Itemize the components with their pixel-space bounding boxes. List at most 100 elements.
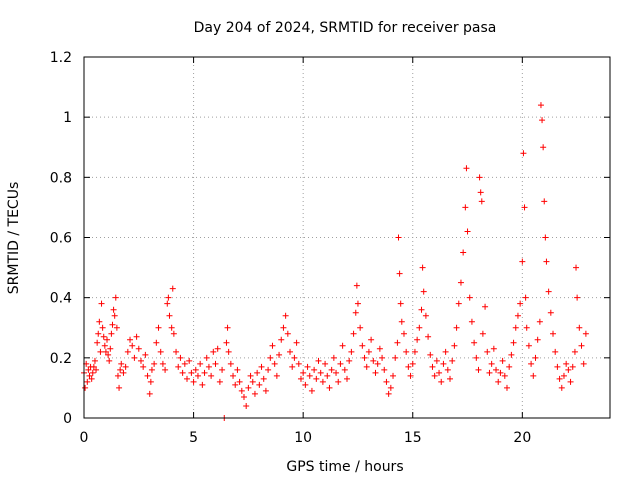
data-point [249,378,256,385]
data-point [361,354,368,361]
data-point [436,369,443,376]
x-tick-label: 5 [189,430,198,446]
data-point [383,378,390,385]
x-axis-label: GPS time / hours [286,459,403,475]
data-point [273,372,280,379]
data-point [313,375,320,382]
data-point [370,357,377,364]
data-point [372,369,379,376]
data-point [86,372,93,379]
data-point [245,384,252,391]
data-point [328,366,335,373]
data-point [542,234,549,241]
data-point [90,363,97,370]
data-point [547,309,554,316]
data-point [265,366,272,373]
data-point [230,372,237,379]
data-point [476,174,483,181]
data-point [124,348,131,355]
data-point [181,360,188,367]
data-point [324,372,331,379]
data-point [451,342,458,349]
data-point [131,354,138,361]
data-point [159,360,166,367]
data-point [291,354,298,361]
data-point [558,384,565,391]
data-point [499,357,506,364]
data-point [104,336,111,343]
data-point [199,381,206,388]
data-point [495,378,502,385]
data-point [528,360,535,367]
data-point [197,360,204,367]
data-point [440,360,447,367]
data-point [302,381,309,388]
data-point [541,198,548,205]
data-point [503,384,510,391]
data-point [315,357,322,364]
data-point [168,324,175,331]
data-point [300,369,307,376]
data-point [560,372,567,379]
data-point [508,351,515,358]
data-point [319,378,326,385]
data-point [540,144,547,151]
data-point [416,324,423,331]
data-point [106,357,113,364]
data-point [155,324,162,331]
data-point [573,264,580,271]
data-point [536,318,543,325]
x-tick-label: 20 [513,430,531,446]
data-point [99,324,106,331]
data-point [517,300,524,307]
data-point [157,348,164,355]
data-point [93,366,100,373]
data-point [418,306,425,313]
data-point [455,300,462,307]
data-point [493,366,500,373]
data-point [563,360,570,367]
data-point [287,348,294,355]
data-point [164,300,171,307]
data-point [341,366,348,373]
data-point [506,363,513,370]
data-point [571,348,578,355]
data-point [192,366,199,373]
data-point [94,339,101,346]
data-point [565,366,572,373]
data-point [251,390,258,397]
data-point [409,360,416,367]
data-point [395,234,402,241]
data-point [186,357,193,364]
data-point [210,348,217,355]
data-point [190,378,197,385]
data-point [105,351,112,358]
data-point [114,372,121,379]
data-point [234,366,241,373]
data-point [140,363,147,370]
data-point [144,372,151,379]
data-point [212,360,219,367]
data-point [525,342,532,349]
data-point [463,165,470,172]
data-point [501,372,508,379]
data-point [258,363,265,370]
data-point [545,288,552,295]
data-point [479,330,486,337]
data-point [333,369,340,376]
data-point [95,330,102,337]
x-tick-label: 10 [294,430,312,446]
data-point [247,372,254,379]
data-point [574,294,581,301]
data-point [357,324,364,331]
data-point [460,249,467,256]
data-point [153,339,160,346]
data-point [381,366,388,373]
data-point [236,378,243,385]
data-point [578,342,585,349]
data-point [444,366,451,373]
data-point [390,372,397,379]
data-point [243,402,250,409]
data-point [433,357,440,364]
